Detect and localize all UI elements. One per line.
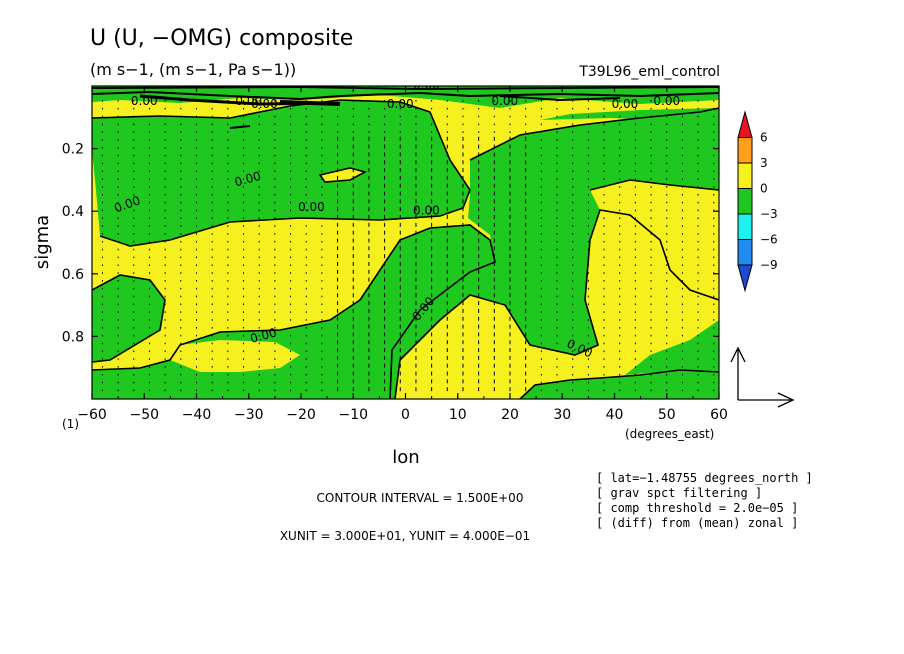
contour-label: 0.00 xyxy=(491,94,518,108)
contour-label: 0.00 xyxy=(235,94,262,108)
colorbar: 6 3 0 −3 −6 −9 xyxy=(737,110,778,293)
unit-annotation: XUNIT = 3.000E+01, YUNIT = 4.000E−01 xyxy=(280,529,530,543)
contour-label: 0.00 xyxy=(249,325,278,345)
negative-region xyxy=(540,108,719,140)
colorbar-segment xyxy=(737,137,753,164)
x-tick-label: −10 xyxy=(338,407,368,423)
colorbar-label: 3 xyxy=(760,156,768,170)
zero-contours xyxy=(92,99,719,399)
info-line: [ lat=−1.48755 degrees_north ] xyxy=(596,471,813,485)
x-tick-label: 60 xyxy=(710,407,728,423)
contour-label: 0.00 xyxy=(653,94,680,108)
chart-title: U (U, −OMG) composite xyxy=(90,26,353,51)
x-tick-label: 40 xyxy=(606,407,624,423)
colorbar-label: −9 xyxy=(760,258,778,272)
info-line: [ (diff) from (mean) zonal ] xyxy=(596,516,798,530)
contour-label: 0.00 xyxy=(298,200,325,214)
negative-region xyxy=(92,275,165,362)
contour-label: 0.00 xyxy=(387,97,414,111)
colorbar-label: 6 xyxy=(760,131,768,145)
reference-vector xyxy=(730,346,795,408)
contour-label: 0.00 xyxy=(131,94,158,108)
positive-region xyxy=(170,340,300,372)
corner-label: (1) xyxy=(62,417,79,431)
info-line: [ grav spct filtering ] xyxy=(596,486,762,500)
x-tick-label: 0 xyxy=(401,407,410,423)
x-tick-label: −30 xyxy=(234,407,264,423)
x-tick-label: 20 xyxy=(501,407,519,423)
colorbar-segment xyxy=(737,110,753,138)
contour-label: 0.00 xyxy=(233,169,262,189)
contour-label: 0.00 xyxy=(612,97,639,111)
colorbar-label: 0 xyxy=(760,182,768,196)
top-contour-lines xyxy=(92,86,719,129)
x-tick-label: −50 xyxy=(129,407,159,423)
negative-region xyxy=(625,320,719,375)
x-unit-label: (degrees_east) xyxy=(625,427,714,441)
y-axis: 0.2 0.4 0.6 0.8 xyxy=(62,142,719,345)
chart-subtitle: (m s−1, (m s−1, Pa s−1)) xyxy=(90,60,296,79)
contour-label: 0.00 xyxy=(251,97,278,111)
positive-region xyxy=(590,180,719,300)
y-tick-label: 0.4 xyxy=(62,204,84,220)
wind-vectors xyxy=(101,100,715,392)
negative-region xyxy=(520,370,719,399)
positive-region xyxy=(395,295,530,399)
y-tick-label: 0.2 xyxy=(62,142,84,158)
x-tick-label: −40 xyxy=(182,407,212,423)
x-tick-label: 30 xyxy=(553,407,571,423)
colorbar-segment xyxy=(737,213,753,240)
x-tick-label: −20 xyxy=(286,407,316,423)
plot-field: 0.000.000.00 0.000.000.000.000.00 0.000.00… xyxy=(92,78,719,399)
x-axis: −60 −50 −40 −30 −20 −10 0 10 20 30 40 50 60 xyxy=(77,86,728,423)
colorbar-label: −3 xyxy=(760,207,778,221)
x-tick-label: 50 xyxy=(658,407,676,423)
colorbar-segment xyxy=(737,162,753,189)
negative-region xyxy=(92,100,470,246)
info-line: [ comp threshold = 2.0e−05 ] xyxy=(596,501,798,515)
x-axis-label: lon xyxy=(392,447,419,468)
y-tick-label: 0.6 xyxy=(62,267,84,283)
contour-label: 0.00 xyxy=(413,78,440,92)
colorbar-segment xyxy=(737,188,753,215)
contour-label: 0.00 xyxy=(413,203,440,217)
x-tick-label: 10 xyxy=(449,407,467,423)
contour-interval: CONTOUR INTERVAL = 1.500E+00 xyxy=(317,491,524,505)
x-tick-label: −60 xyxy=(77,407,107,423)
experiment-name: T39L96_eml_control xyxy=(578,64,720,80)
y-axis-label: sigma xyxy=(32,215,53,269)
colorbar-label: −6 xyxy=(760,233,778,247)
y-tick-label: 0.8 xyxy=(62,329,84,345)
positive-islands xyxy=(170,168,719,399)
colorbar-segment xyxy=(737,239,753,266)
colorbar-segment xyxy=(737,264,753,293)
